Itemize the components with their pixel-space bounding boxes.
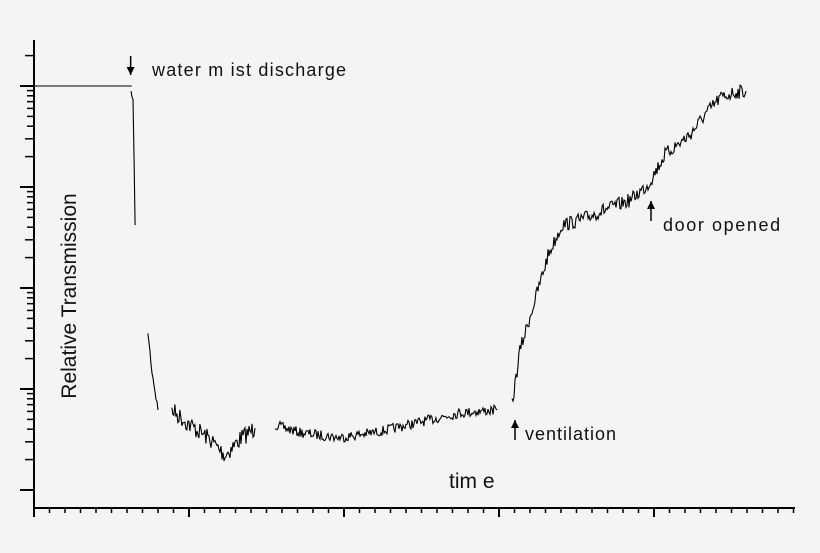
arrow-down-icon-head xyxy=(126,67,135,75)
series-line-segment-5 xyxy=(511,84,747,403)
series-line-segment-1 xyxy=(130,91,136,226)
y-axis-label: Relative Transmission xyxy=(58,193,81,398)
annotations xyxy=(126,56,655,440)
annotation-water-mist-discharge: water m ist discharge xyxy=(151,60,347,80)
x-axis-label: tim e xyxy=(449,470,495,493)
series-line-segment-3 xyxy=(171,404,256,462)
arrow-up-icon-head xyxy=(647,201,655,209)
series-line-segment-2 xyxy=(147,333,159,411)
annotation-ventilation: ventilation xyxy=(525,424,617,444)
annotation-door-opened: door opened xyxy=(663,215,782,235)
series-line-segment-4 xyxy=(274,403,498,443)
arrow-up-icon-head xyxy=(511,420,519,428)
data-series xyxy=(34,84,747,462)
axes xyxy=(20,40,795,517)
